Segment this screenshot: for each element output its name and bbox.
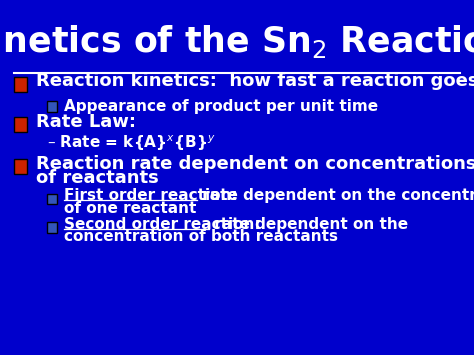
FancyBboxPatch shape — [47, 194, 57, 204]
Text: rate dependent on the concentration: rate dependent on the concentration — [197, 189, 474, 203]
FancyBboxPatch shape — [47, 101, 57, 112]
FancyBboxPatch shape — [14, 77, 27, 92]
Text: First order reaction:: First order reaction: — [64, 189, 237, 203]
Text: Kinetics of the Sn$_2$ Reaction: Kinetics of the Sn$_2$ Reaction — [0, 23, 474, 60]
Text: Rate Law:: Rate Law: — [36, 113, 136, 131]
FancyBboxPatch shape — [47, 222, 57, 233]
Text: Reaction kinetics:  how fast a reaction goes: Reaction kinetics: how fast a reaction g… — [36, 72, 474, 90]
Text: of reactants: of reactants — [36, 169, 158, 187]
Text: concentration of both reactants: concentration of both reactants — [64, 229, 338, 244]
Text: of one reactant: of one reactant — [64, 201, 196, 216]
FancyBboxPatch shape — [14, 117, 27, 132]
Text: Reaction rate dependent on concentrations: Reaction rate dependent on concentration… — [36, 155, 474, 173]
FancyBboxPatch shape — [14, 159, 27, 174]
Text: Second order reaction:: Second order reaction: — [64, 217, 261, 232]
Text: rate dependent on the: rate dependent on the — [209, 217, 408, 232]
Text: – Rate = k{A}$^x${B}$^y$: – Rate = k{A}$^x${B}$^y$ — [47, 133, 216, 153]
Text: Appearance of product per unit time: Appearance of product per unit time — [64, 99, 378, 114]
